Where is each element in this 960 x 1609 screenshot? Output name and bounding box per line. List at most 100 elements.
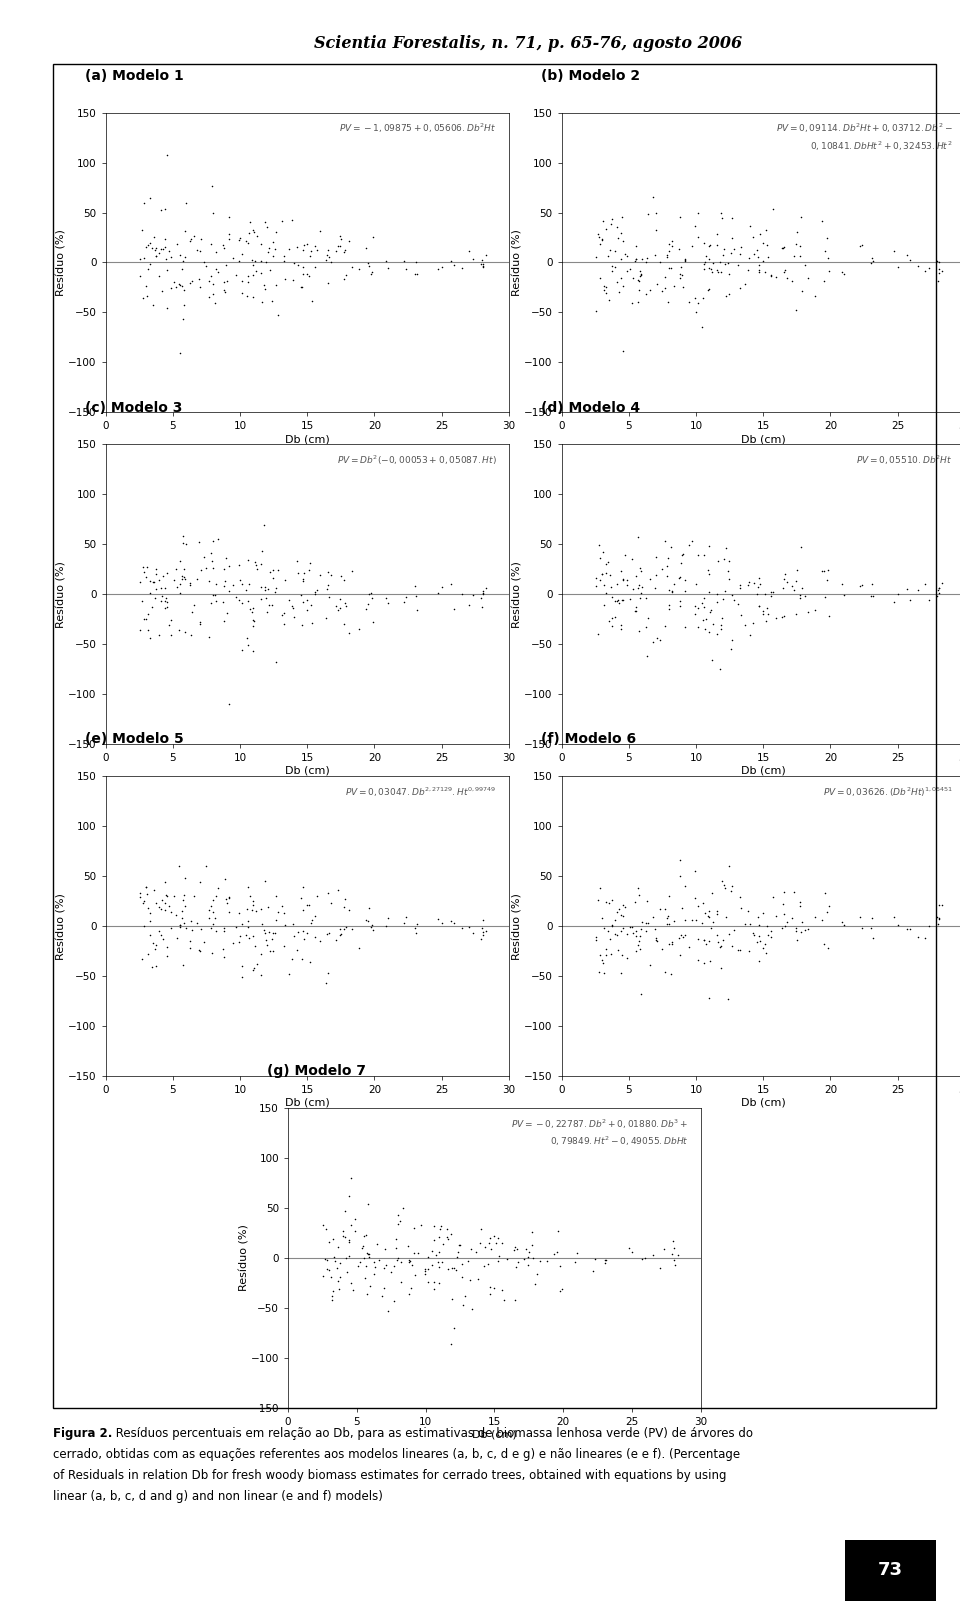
Point	[701, 277, 716, 302]
Point	[745, 224, 760, 249]
Point	[604, 584, 619, 610]
Point	[807, 283, 823, 309]
Point	[714, 259, 730, 285]
Point	[175, 256, 190, 282]
Point	[262, 235, 277, 261]
Point	[461, 592, 476, 618]
Point	[737, 270, 753, 296]
Point	[494, 1276, 510, 1302]
Point	[377, 1236, 393, 1261]
Point	[322, 584, 337, 610]
Point	[204, 174, 220, 200]
Point	[594, 906, 610, 932]
Point	[684, 907, 700, 933]
Point	[408, 573, 423, 599]
Point	[424, 1237, 440, 1263]
Point	[931, 261, 947, 286]
Point	[211, 526, 227, 552]
Point	[341, 1184, 356, 1210]
Point	[678, 874, 693, 899]
Point	[615, 338, 631, 364]
Text: (g) Modelo 7: (g) Modelo 7	[267, 1064, 367, 1078]
Point	[758, 608, 774, 634]
Point	[714, 611, 730, 637]
Point	[629, 563, 644, 589]
Point	[339, 1258, 354, 1284]
Point	[506, 1237, 521, 1263]
Point	[620, 257, 636, 283]
Point	[241, 909, 256, 935]
Point	[260, 238, 276, 264]
Point	[355, 1234, 371, 1260]
Point	[629, 233, 644, 259]
Point	[455, 1250, 470, 1276]
Point	[258, 249, 274, 275]
Point	[285, 912, 300, 938]
Point	[864, 249, 879, 275]
Point	[286, 924, 301, 949]
Point	[149, 890, 164, 916]
Point	[613, 204, 629, 230]
Point	[648, 917, 663, 943]
Text: (b) Modelo 2: (b) Modelo 2	[541, 69, 640, 82]
Point	[709, 901, 725, 927]
Point	[696, 927, 711, 953]
Point	[170, 574, 185, 600]
Point	[220, 600, 235, 626]
Point	[705, 611, 720, 637]
Point	[687, 885, 703, 911]
Point	[797, 584, 812, 610]
Point	[225, 573, 240, 599]
Point	[256, 272, 272, 298]
Point	[257, 574, 273, 600]
Point	[216, 608, 231, 634]
Point	[202, 568, 217, 594]
Point	[194, 557, 209, 582]
Point	[409, 261, 424, 286]
Point	[232, 924, 248, 949]
Point	[152, 917, 167, 943]
Point	[634, 558, 649, 584]
Point	[275, 893, 290, 919]
Point	[178, 619, 193, 645]
Point	[361, 592, 376, 618]
Point	[586, 1258, 601, 1284]
Point	[645, 1242, 660, 1268]
Point	[211, 259, 227, 285]
Point	[147, 568, 162, 594]
Point	[208, 256, 224, 282]
Point	[608, 920, 623, 946]
Point	[307, 233, 323, 259]
Point	[629, 919, 644, 944]
Point	[407, 1261, 422, 1287]
Point	[295, 898, 310, 924]
Point	[615, 903, 631, 928]
Point	[253, 574, 269, 600]
Point	[141, 600, 156, 626]
X-axis label: Db (cm): Db (cm)	[285, 434, 329, 444]
Point	[299, 261, 314, 286]
Point	[225, 245, 240, 270]
Point	[238, 228, 253, 254]
Point	[228, 914, 244, 940]
Point	[216, 277, 231, 302]
Point	[792, 893, 807, 919]
Point	[337, 1224, 352, 1250]
Point	[444, 1255, 460, 1281]
Point	[320, 560, 335, 586]
Point	[620, 944, 636, 970]
Point	[189, 237, 204, 262]
Point	[637, 1245, 653, 1271]
Point	[756, 581, 772, 607]
Point	[204, 541, 219, 566]
Point	[324, 562, 339, 587]
Point	[696, 586, 711, 611]
Point	[231, 928, 247, 954]
Point	[221, 204, 236, 230]
Point	[611, 938, 626, 964]
Point	[645, 904, 660, 930]
Point	[351, 935, 367, 961]
Point	[316, 1263, 331, 1289]
Point	[307, 924, 323, 949]
Point	[667, 571, 683, 597]
